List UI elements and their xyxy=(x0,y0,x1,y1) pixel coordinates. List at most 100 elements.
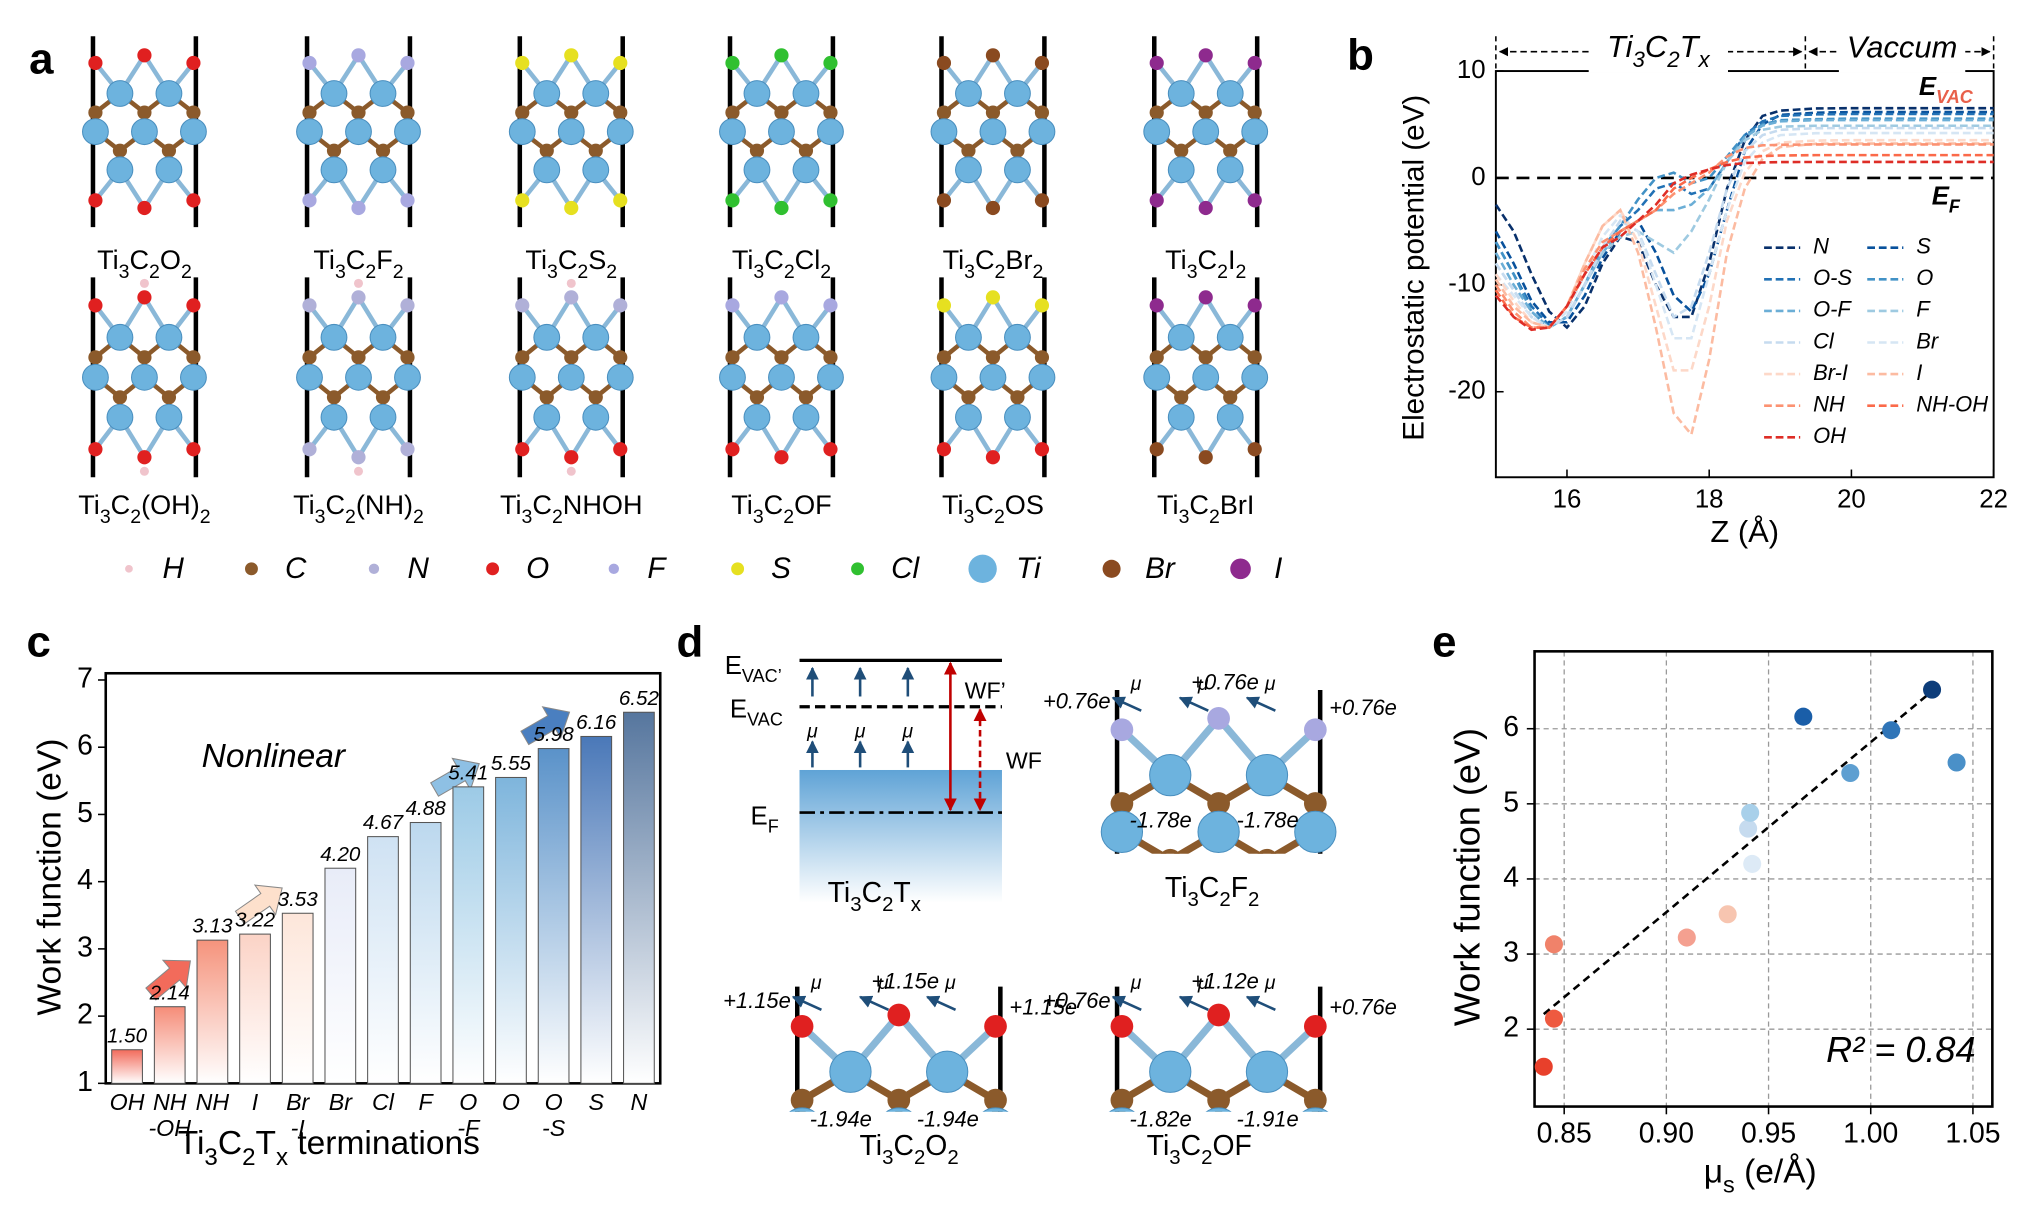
atom-termination xyxy=(985,290,1001,305)
text-run: Ti xyxy=(1165,244,1187,275)
bar xyxy=(281,912,314,1084)
subscript: s xyxy=(1723,1172,1735,1198)
atom-c xyxy=(375,390,391,405)
legend-label: S xyxy=(771,552,791,585)
data-point xyxy=(1739,819,1758,838)
y-tick-label: 6 xyxy=(77,730,93,762)
atom-termination xyxy=(351,200,366,216)
atom-termination xyxy=(1247,55,1262,71)
atom-termination xyxy=(1149,55,1164,71)
text-run: T xyxy=(255,1125,275,1162)
atom-termination xyxy=(725,442,740,457)
atom-ti xyxy=(1192,363,1220,391)
atom-c xyxy=(985,105,1001,120)
atom-ti xyxy=(508,363,536,391)
text-run: C xyxy=(325,489,345,520)
data-point xyxy=(1743,854,1762,873)
subscript: 2 xyxy=(994,506,1005,528)
atom-c xyxy=(725,350,740,365)
atom-c xyxy=(839,1145,862,1168)
atom-termination xyxy=(1198,450,1213,465)
text-run: Ti xyxy=(1147,1130,1170,1162)
atom-ti xyxy=(106,403,134,431)
atom-ti xyxy=(369,80,397,107)
dipole-arrow xyxy=(1178,696,1209,712)
atom-termination xyxy=(515,55,530,71)
legend-label: Br xyxy=(1145,552,1176,585)
charge-label: +1.15e xyxy=(871,969,939,994)
legend-label: NH-OH xyxy=(1916,391,1988,416)
atom-termination xyxy=(1247,298,1262,313)
y-tick-label: 1 xyxy=(77,1066,93,1098)
legend-label: F xyxy=(1916,297,1931,322)
evac-label: EVAC xyxy=(1919,73,1974,107)
charge-label: +0.76e xyxy=(1043,689,1111,714)
text-run: (NH) xyxy=(356,489,413,520)
atom-h xyxy=(139,278,149,288)
trend-arrow xyxy=(234,884,283,925)
structure-label: Ti3C2Cl2 xyxy=(732,244,831,283)
atom-c xyxy=(749,390,765,405)
text-run: C xyxy=(218,1125,242,1162)
atomic-structure xyxy=(508,36,634,228)
atom-c xyxy=(1110,792,1134,815)
structure-label: Ti3C2O2 xyxy=(860,1130,959,1169)
atom-termination xyxy=(351,48,366,63)
atom-ti xyxy=(557,363,585,391)
atom-ti xyxy=(830,1165,871,1206)
atomic-structure xyxy=(296,36,421,228)
subscript: F xyxy=(1949,196,1961,216)
atom-c xyxy=(515,350,530,365)
y-tick-label: 5 xyxy=(1503,786,1519,818)
atom-ti xyxy=(743,403,771,431)
text-run: Ti xyxy=(942,489,964,520)
legend-label: C xyxy=(285,552,307,585)
y-tick-label: 7 xyxy=(77,662,93,694)
value-label: 5.41 xyxy=(448,761,488,784)
atom-ti xyxy=(155,323,183,351)
atom-c xyxy=(774,350,789,365)
bar xyxy=(196,939,229,1084)
atom-c xyxy=(1247,105,1262,120)
main-text: E xyxy=(725,652,742,680)
text-run: C xyxy=(129,244,149,275)
subscript: 3 xyxy=(204,1144,217,1171)
atom-c xyxy=(1149,350,1164,365)
text-run: O xyxy=(160,244,181,275)
x-tick-label: 1.05 xyxy=(1945,1117,2000,1149)
text-run: C xyxy=(1645,29,1668,64)
legend-label: F xyxy=(647,552,667,585)
panel-label: e xyxy=(1432,617,1456,666)
x-tick-label: 20 xyxy=(1837,485,1866,513)
atom-termination xyxy=(1034,442,1050,457)
y-tick-label: 2 xyxy=(1503,1012,1519,1044)
text-run: F xyxy=(376,244,393,275)
bar xyxy=(452,786,485,1084)
legend-swatch xyxy=(968,554,997,583)
atom-ti xyxy=(582,403,610,431)
atom-termination xyxy=(564,48,579,63)
subscript: x xyxy=(276,1144,288,1171)
atom-ti xyxy=(82,363,109,391)
x-tick-label: S xyxy=(589,1089,605,1115)
atom-ti xyxy=(982,1107,1009,1112)
text-run: Cl xyxy=(795,244,821,275)
subscript: 3 xyxy=(335,261,346,283)
atom-termination xyxy=(823,442,838,457)
mu-label: μ xyxy=(902,721,914,743)
charge-label: +1.12e xyxy=(1191,969,1259,994)
legend-swatch xyxy=(851,562,864,576)
atom-termination xyxy=(302,55,317,71)
atom-ti xyxy=(829,1050,872,1093)
atom-termination xyxy=(725,55,740,71)
legend-label: Br-I xyxy=(1813,360,1848,385)
atom-ti xyxy=(719,363,746,391)
bar xyxy=(367,836,399,1084)
atom-c xyxy=(749,143,765,158)
ef-label: EF xyxy=(1932,182,1961,216)
bond xyxy=(947,1185,995,1215)
atom-termination xyxy=(137,290,152,305)
atom-termination xyxy=(400,193,415,208)
dipole-arrow xyxy=(926,995,957,1012)
